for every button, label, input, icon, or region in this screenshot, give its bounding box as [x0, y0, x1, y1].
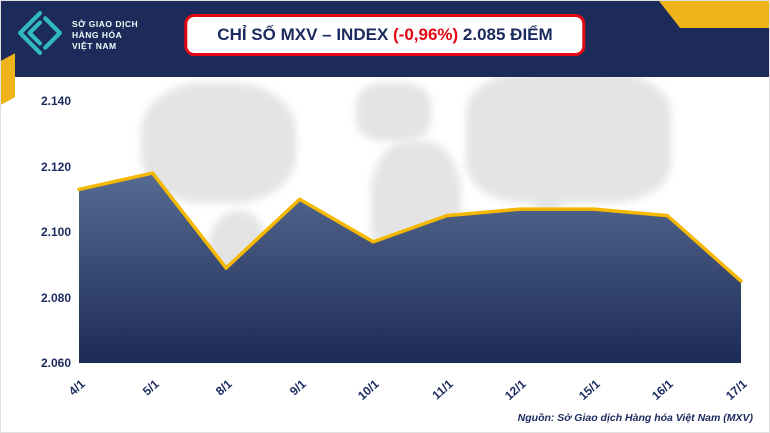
mxv-logo: SỞ GIAO DỊCH HÀNG HÓA VIỆT NAM [17, 10, 138, 61]
mxv-logo-text: SỞ GIAO DỊCH HÀNG HÓA VIỆT NAM [72, 19, 138, 52]
y-axis-label: 2.080 [40, 290, 71, 305]
logo-line-2: HÀNG HÓA [72, 29, 123, 40]
y-axis-label: 2.120 [40, 159, 71, 174]
source-caption: Nguồn: Sở Giao dịch Hàng hóa Việt Nam (M… [517, 412, 753, 424]
yellow-accent-left [1, 53, 15, 105]
logo-line-1: SỞ GIAO DỊCH [72, 18, 139, 29]
logo-line-3: VIỆT NAM [72, 41, 117, 52]
mxv-logo-icon [17, 10, 63, 61]
y-axis-label: 2.140 [40, 94, 71, 108]
area-fill [79, 173, 741, 363]
chart-title: CHỈ SỐ MXV – INDEX (-0,96%) 2.085 ĐIỂM [184, 14, 586, 56]
y-axis-label: 2.100 [40, 225, 71, 239]
index-line [77, 171, 743, 283]
y-axis-label: 2.060 [40, 356, 71, 370]
chart-title-prefix: CHỈ SỐ MXV – INDEX [217, 25, 394, 44]
chart-title-suffix: 2.085 ĐIỂM [458, 25, 553, 44]
chart-title-change: (-0,96%) [393, 25, 459, 44]
